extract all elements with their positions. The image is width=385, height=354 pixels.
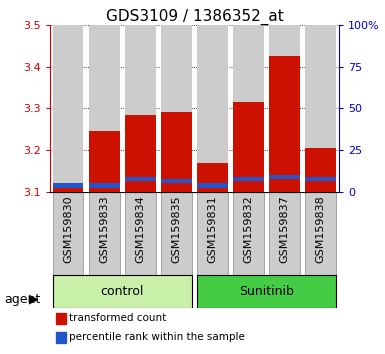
Bar (305, 192, 336, 275)
Bar (197, 162, 228, 192)
Text: GSM159830: GSM159830 (63, 196, 73, 263)
Bar (270, 192, 300, 275)
Text: GSM159832: GSM159832 (244, 195, 254, 263)
Bar (270, 25, 300, 192)
Bar (53, 183, 84, 188)
Bar (161, 113, 192, 192)
Bar (53, 192, 84, 275)
Bar (197, 25, 228, 192)
Text: GSM159835: GSM159835 (171, 196, 181, 263)
Text: control: control (100, 285, 144, 298)
Bar (125, 115, 156, 192)
Text: Sunitinib: Sunitinib (239, 285, 294, 298)
Bar (233, 25, 264, 192)
Bar (270, 175, 300, 179)
Bar (233, 102, 264, 192)
Text: GSM159838: GSM159838 (316, 195, 326, 263)
Bar (197, 192, 228, 275)
Bar (125, 192, 156, 275)
Bar (161, 179, 192, 183)
Bar (89, 131, 119, 192)
Bar (305, 148, 336, 192)
Bar (125, 25, 156, 192)
Bar (89, 25, 119, 192)
Bar (53, 25, 84, 192)
Bar (197, 275, 336, 308)
Bar (89, 192, 119, 275)
Text: ▶: ▶ (29, 293, 38, 306)
Bar (233, 192, 264, 275)
Title: GDS3109 / 1386352_at: GDS3109 / 1386352_at (105, 8, 283, 25)
Text: GSM159834: GSM159834 (135, 195, 145, 263)
Text: transformed count: transformed count (69, 313, 166, 323)
Bar (53, 275, 192, 308)
Bar (305, 25, 336, 192)
Text: GSM159831: GSM159831 (208, 196, 218, 263)
Bar (305, 177, 336, 181)
Text: GSM159833: GSM159833 (99, 196, 109, 263)
Bar (233, 177, 264, 181)
Text: percentile rank within the sample: percentile rank within the sample (69, 332, 245, 342)
Bar (270, 56, 300, 192)
Bar (161, 25, 192, 192)
Bar (56, 313, 66, 324)
Text: GSM159837: GSM159837 (280, 195, 290, 263)
Bar (53, 185, 84, 192)
Bar (89, 183, 119, 188)
Text: agent: agent (4, 293, 40, 306)
Bar (56, 332, 66, 343)
Bar (125, 177, 156, 181)
Bar (197, 183, 228, 188)
Bar (161, 192, 192, 275)
